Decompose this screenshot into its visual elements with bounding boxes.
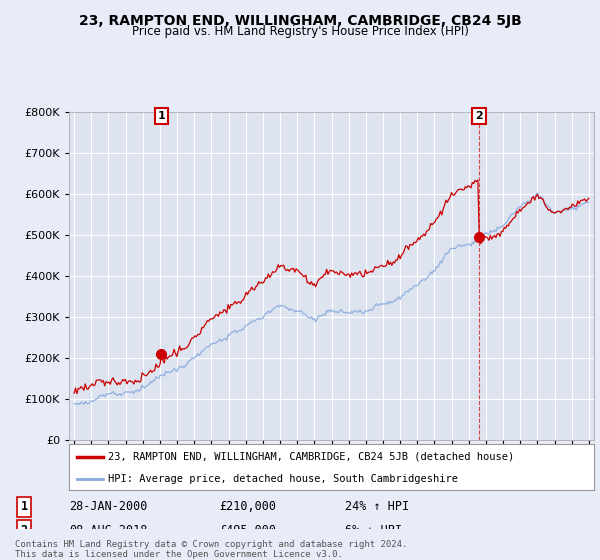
Text: 2: 2 — [20, 524, 28, 536]
Text: £210,000: £210,000 — [219, 501, 276, 514]
Text: HPI: Average price, detached house, South Cambridgeshire: HPI: Average price, detached house, Sout… — [109, 474, 458, 483]
Text: £495,000: £495,000 — [219, 524, 276, 536]
Text: 1: 1 — [20, 501, 28, 514]
Text: 28-JAN-2000: 28-JAN-2000 — [69, 501, 148, 514]
Text: 23, RAMPTON END, WILLINGHAM, CAMBRIDGE, CB24 5JB (detached house): 23, RAMPTON END, WILLINGHAM, CAMBRIDGE, … — [109, 452, 515, 462]
Text: 1: 1 — [157, 111, 165, 121]
Text: 23, RAMPTON END, WILLINGHAM, CAMBRIDGE, CB24 5JB: 23, RAMPTON END, WILLINGHAM, CAMBRIDGE, … — [79, 14, 521, 28]
Text: 6% ↓ HPI: 6% ↓ HPI — [345, 524, 402, 536]
Text: Contains HM Land Registry data © Crown copyright and database right 2024.
This d: Contains HM Land Registry data © Crown c… — [15, 540, 407, 559]
Text: 08-AUG-2018: 08-AUG-2018 — [69, 524, 148, 536]
Text: Price paid vs. HM Land Registry's House Price Index (HPI): Price paid vs. HM Land Registry's House … — [131, 25, 469, 38]
Text: 2: 2 — [475, 111, 483, 121]
Text: 24% ↑ HPI: 24% ↑ HPI — [345, 501, 409, 514]
